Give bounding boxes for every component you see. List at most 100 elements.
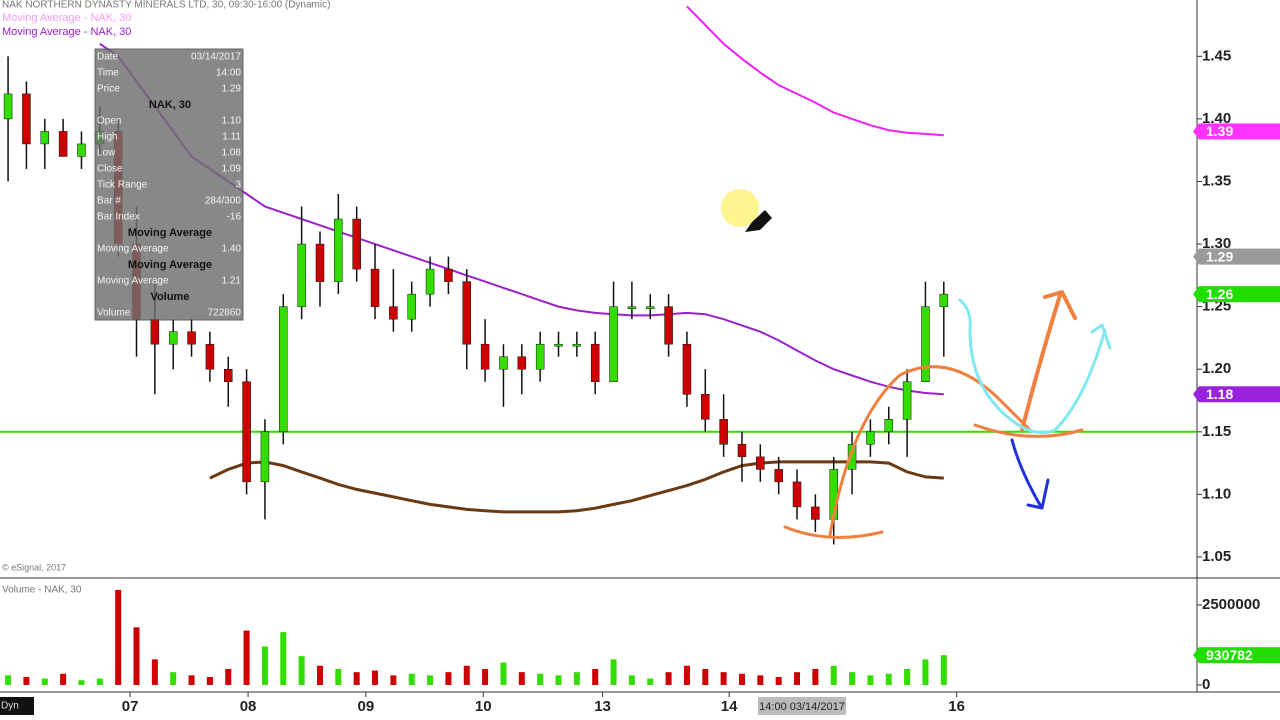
info-value: 14:00 — [216, 68, 241, 79]
volume-bar — [812, 668, 819, 685]
y-tick-label: 1.05 — [1202, 548, 1231, 565]
volume-bar — [96, 678, 103, 685]
volume-bar — [757, 675, 764, 685]
price-tag — [1199, 286, 1280, 303]
volume-bar — [610, 659, 617, 685]
volume-bar — [628, 675, 635, 685]
volume-bar — [243, 630, 250, 685]
copyright: © eSignal, 2017 — [2, 562, 66, 572]
candle-body — [590, 343, 600, 382]
orange-arrow — [1020, 290, 1077, 432]
volume-bar — [445, 672, 452, 685]
cursor-time: 14:00 03/14/2017 — [759, 701, 845, 713]
chart-title: NAK NORTHERN DYNASTY MINERALS LTD, 30, 0… — [2, 0, 330, 11]
volume-bar — [830, 665, 837, 685]
info-value: Moving Average — [128, 259, 212, 271]
info-value: -16 — [227, 212, 242, 223]
candle-body — [150, 318, 160, 345]
info-value: 1.08 — [222, 148, 242, 159]
candle-body — [701, 394, 710, 420]
candle-body — [3, 93, 13, 120]
volume-bar — [738, 673, 745, 685]
x-tick-label: 07 — [122, 698, 139, 715]
x-tick-label: 13 — [594, 698, 611, 715]
info-value: NAK, 30 — [149, 99, 191, 111]
x-tick-label: 16 — [948, 698, 965, 715]
volume-bar — [794, 672, 801, 685]
cursor-time-bg — [758, 697, 846, 715]
price-tag-arrow — [1193, 647, 1199, 664]
legend-entry: Moving Average - NAK, 30 — [2, 12, 131, 24]
cyan-arrow — [958, 298, 1112, 434]
info-label: Low — [97, 148, 116, 159]
volume-bar — [885, 673, 892, 685]
volume-bar — [408, 673, 415, 685]
price-tag-label: 1.29 — [1206, 248, 1233, 264]
info-label: Close — [97, 164, 123, 175]
candle-body — [554, 343, 563, 347]
candle-body — [499, 356, 508, 370]
volume-bar — [647, 678, 654, 685]
volume-bar — [225, 668, 232, 685]
candle-body — [205, 343, 215, 370]
info-value: 1.10 — [222, 116, 242, 127]
candle-body — [535, 343, 545, 370]
info-value: 3 — [235, 180, 241, 191]
candle-body — [223, 368, 233, 382]
volume-bar — [133, 627, 140, 685]
candle-body — [756, 456, 765, 470]
price-tag — [1199, 647, 1280, 664]
volume-bar — [261, 646, 268, 685]
volume-bar — [702, 668, 709, 685]
info-label: Bar Index — [97, 212, 140, 223]
volume-bar — [41, 678, 48, 685]
volume-bar — [206, 676, 213, 685]
info-value: 1.11 — [222, 132, 241, 143]
volume-bar — [482, 668, 489, 685]
orange-stroke — [973, 423, 1084, 438]
candle-body — [315, 243, 325, 282]
candle-body — [609, 306, 618, 382]
y-tick-label: 1.15 — [1202, 423, 1231, 440]
volume-bar — [867, 675, 874, 685]
volume-bar — [188, 675, 195, 685]
candle-body — [389, 306, 398, 320]
volume-bar — [280, 632, 287, 685]
candle-body — [774, 469, 783, 483]
volume-bar — [427, 675, 434, 685]
orange-stroke — [783, 525, 884, 539]
price-tag-arrow — [1193, 248, 1199, 265]
volume-bar — [665, 672, 672, 685]
volume-tick-label: 2500000 — [1202, 596, 1260, 613]
blue-arrow — [1010, 438, 1050, 510]
volume-bar — [775, 676, 782, 685]
marker-cursor — [745, 210, 772, 232]
volume-bar — [500, 662, 507, 685]
annotations — [783, 290, 1112, 539]
info-label: Volume — [97, 308, 131, 319]
volume-bar — [537, 673, 544, 685]
cursor-highlight — [721, 189, 759, 227]
info-value: 1.40 — [222, 244, 242, 255]
candle-body — [22, 93, 31, 145]
moving-average — [686, 5, 944, 137]
info-label: Price — [97, 84, 120, 95]
info-label: Time — [97, 68, 119, 79]
candle-body — [187, 331, 196, 345]
candle-body — [352, 218, 361, 270]
plot — [0, 5, 1197, 685]
candle-body — [425, 268, 435, 295]
candle-body — [370, 268, 380, 307]
candle-body — [921, 306, 930, 382]
volume-bar — [849, 672, 856, 685]
info-value: 1.29 — [222, 84, 242, 95]
volume-bar — [316, 665, 323, 685]
y-tick-label: 1.30 — [1202, 235, 1231, 252]
candle-body — [407, 293, 416, 320]
price-tag-label: 1.18 — [1206, 386, 1233, 402]
volume-bar — [720, 672, 727, 685]
candle-body — [260, 431, 270, 483]
info-label: Moving Average — [97, 276, 169, 287]
mode-badge — [0, 697, 34, 715]
candle-body — [682, 343, 692, 395]
